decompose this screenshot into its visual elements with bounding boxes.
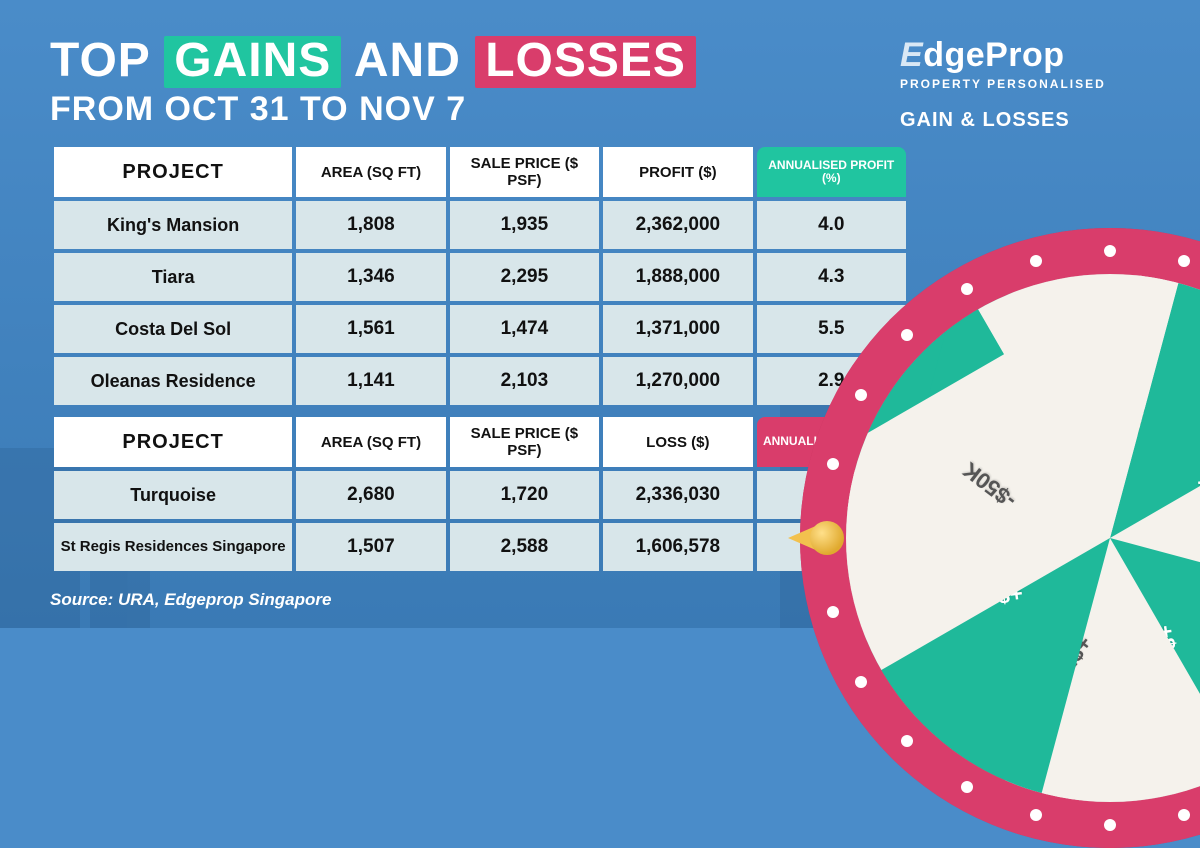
- col-profit: Profit ($): [603, 147, 752, 197]
- cell-profit: 1,371,000: [603, 305, 752, 353]
- title-word-and: AND: [354, 34, 461, 87]
- cell-profit: 1,888,000: [603, 253, 752, 301]
- cell-loss: 2,336,030: [603, 471, 752, 519]
- col-project: Project: [54, 147, 292, 197]
- cell-area: 1,808: [296, 201, 445, 249]
- gains-header-row: Project Area (sq ft) Sale Price ($ psf) …: [54, 147, 906, 197]
- cell-price: 2,295: [450, 253, 599, 301]
- col-area: Area (sq ft): [296, 147, 445, 197]
- brand-tagline: PROPERTY PERSONALISED: [900, 77, 1150, 91]
- wheel-inner: +$600KE+$700KE+$120KE-$50KE+$600KE+$700K…: [846, 274, 1200, 802]
- cell-price: 2,588: [450, 523, 599, 571]
- source-note: Source: URA, Edgeprop Singapore: [50, 590, 331, 610]
- table-row: Tiara 1,346 2,295 1,888,000 4.3: [54, 253, 906, 301]
- cell-project: Oleanas Residence: [54, 357, 292, 405]
- losses-header-row: Project Area (sq ft) Sale Price ($ psf) …: [54, 417, 906, 467]
- table-row: St Regis Residences Singapore 1,507 2,58…: [54, 523, 906, 571]
- cell-project: Turquoise: [54, 471, 292, 519]
- title-highlight-losses: LOSSES: [475, 36, 696, 88]
- tables-wrap: Project Area (sq ft) Sale Price ($ psf) …: [50, 143, 910, 575]
- brand-logo-text: dgeProp: [923, 36, 1064, 74]
- col-price: Sale Price ($ psf): [450, 417, 599, 467]
- cell-profit: 1,270,000: [603, 357, 752, 405]
- brand-logo: EdgeProp: [900, 36, 1150, 75]
- cell-loss: 1,606,578: [603, 523, 752, 571]
- brand-section-label: GAIN & LOSSES: [900, 109, 1150, 132]
- table-row: Oleanas Residence 1,141 2,103 1,270,000 …: [54, 357, 906, 405]
- brand-block: EdgeProp PROPERTY PERSONALISED GAIN & LO…: [900, 36, 1150, 132]
- table-row: King's Mansion 1,808 1,935 2,362,000 4.0: [54, 201, 906, 249]
- losses-table: Project Area (sq ft) Sale Price ($ psf) …: [50, 413, 910, 575]
- col-ann-profit: Annualised Profit (%): [757, 147, 906, 197]
- title-word-top: TOP: [50, 34, 150, 87]
- cell-price: 1,474: [450, 305, 599, 353]
- cell-profit: 2,362,000: [603, 201, 752, 249]
- cell-project: Costa Del Sol: [54, 305, 292, 353]
- cell-price: 2,103: [450, 357, 599, 405]
- cell-area: 1,346: [296, 253, 445, 301]
- wheel-pointer-icon: [788, 513, 838, 563]
- cell-price: 1,720: [450, 471, 599, 519]
- cell-price: 1,935: [450, 201, 599, 249]
- wheel-slice-label: -$50K: [958, 456, 1021, 513]
- cell-area: 2,680: [296, 471, 445, 519]
- cell-project: Tiara: [54, 253, 292, 301]
- title-highlight-gains: GAINS: [164, 36, 341, 88]
- col-loss: Loss ($): [603, 417, 752, 467]
- prize-wheel: +$600KE+$700KE+$120KE-$50KE+$600KE+$700K…: [800, 228, 1200, 848]
- cell-area: 1,507: [296, 523, 445, 571]
- cell-project: King's Mansion: [54, 201, 292, 249]
- table-row: Costa Del Sol 1,561 1,474 1,371,000 5.5: [54, 305, 906, 353]
- brand-logo-e-icon: E: [900, 36, 923, 74]
- cell-area: 1,561: [296, 305, 445, 353]
- col-area: Area (sq ft): [296, 417, 445, 467]
- cell-area: 1,141: [296, 357, 445, 405]
- cell-project: St Regis Residences Singapore: [54, 523, 292, 571]
- col-price: Sale Price ($ psf): [450, 147, 599, 197]
- table-row: Turquoise 2,680 1,720 2,336,030 2.5: [54, 471, 906, 519]
- col-project: Project: [54, 417, 292, 467]
- gains-table: Project Area (sq ft) Sale Price ($ psf) …: [50, 143, 910, 409]
